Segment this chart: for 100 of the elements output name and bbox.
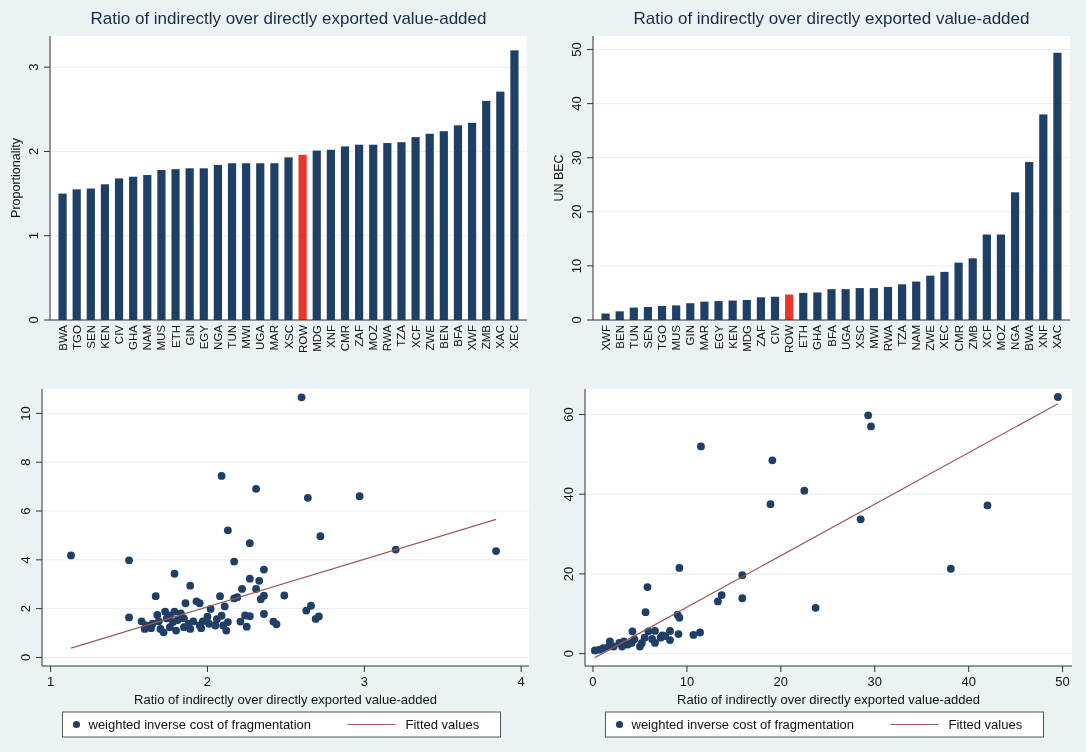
- x-tick-label: XSC: [853, 325, 866, 349]
- x-axis-title: Ratio of indirectly over directly exported value-added: [134, 692, 437, 707]
- x-tick-label: CIV: [769, 324, 782, 345]
- x-tick-label: MWI: [240, 325, 253, 349]
- x-tick-label: 50: [1055, 674, 1070, 689]
- x-tick-label: CIV: [113, 324, 126, 345]
- y-tick-label: 40: [561, 486, 576, 502]
- x-tick-label: MUS: [155, 324, 168, 351]
- x-tick-label: BEN: [437, 325, 450, 349]
- x-tick-label: ZAF: [353, 325, 366, 347]
- x-tick-label: TGO: [656, 324, 669, 350]
- y-axis-title: UN BEC: [552, 154, 566, 202]
- x-tick-label: MUS: [670, 324, 683, 351]
- y-tick-label: 10: [569, 258, 584, 274]
- legend-label: Fitted values: [948, 717, 1023, 733]
- x-tick-label: MAR: [268, 325, 281, 351]
- y-tick-label: 0: [26, 316, 41, 324]
- x-tick-label: MOZ: [994, 325, 1007, 351]
- x-tick-label: CMR: [952, 325, 965, 352]
- x-tick-label: ZMB: [966, 324, 979, 350]
- x-tick-label: MOZ: [367, 325, 380, 351]
- y-tick-label: 50: [569, 42, 584, 57]
- x-tick-label: 40: [961, 674, 976, 689]
- legend-label: weighted inverse cost of fragmentation: [87, 717, 312, 733]
- x-tick-label: BEN: [613, 325, 626, 349]
- x-tick-label: 2: [203, 674, 212, 689]
- x-tick-label: ETH: [797, 325, 810, 348]
- x-tick-label: GIN: [183, 325, 196, 346]
- x-tick-label: UGA: [839, 324, 852, 350]
- y-tick-label: 20: [561, 566, 576, 582]
- x-tick-label: ROW: [296, 324, 309, 354]
- x-tick-label: 3: [360, 674, 368, 689]
- x-tick-label: RWA: [381, 324, 394, 352]
- x-tick-label: 0: [589, 674, 597, 689]
- x-tick-label: MDG: [310, 324, 323, 352]
- x-tick-label: CMR: [339, 325, 352, 352]
- x-tick-label: RWA: [882, 324, 895, 352]
- y-tick-label: 0: [18, 653, 33, 662]
- x-tick-label: TGO: [70, 324, 83, 350]
- y-tick-label: 4: [18, 556, 33, 564]
- x-tick-label: XAC: [1051, 325, 1064, 349]
- legend-label: Fitted values: [405, 717, 480, 733]
- x-tick-label: KEN: [726, 325, 739, 349]
- x-tick-label: GHA: [811, 324, 824, 350]
- x-tick-label: SEN: [84, 325, 97, 349]
- x-tick-label: 20: [773, 674, 789, 689]
- x-tick-label: NGA: [211, 324, 224, 350]
- x-tick-label: ZAF: [754, 325, 767, 347]
- x-tick-label: 10: [679, 674, 695, 689]
- x-tick-label: TZA: [395, 324, 408, 347]
- x-tick-label: EGY: [712, 324, 725, 350]
- x-tick-label: BFA: [825, 324, 838, 347]
- y-tick-label: 10: [18, 406, 33, 421]
- legend-label: weighted inverse cost of fragmentation: [630, 717, 855, 733]
- x-tick-label: XWF: [599, 325, 612, 351]
- x-tick-label: ZWE: [423, 324, 436, 351]
- x-tick-label: XWF: [466, 325, 479, 351]
- x-tick-label: BFA: [451, 324, 464, 347]
- x-tick-label: NAM: [910, 325, 923, 351]
- y-tick-label: 6: [18, 507, 33, 515]
- y-tick-label: 2: [18, 605, 33, 613]
- x-tick-label: TUN: [627, 325, 640, 349]
- x-tick-label: XSC: [282, 325, 295, 349]
- x-tick-label: ZWE: [924, 324, 937, 351]
- x-tick-label: GHA: [127, 324, 140, 350]
- x-axis-title: Ratio of indirectly over directly exported value-added: [677, 692, 980, 707]
- x-tick-label: KEN: [98, 325, 111, 349]
- x-tick-label: XCF: [409, 325, 422, 348]
- y-tick-label: 20: [569, 204, 584, 220]
- y-tick-label: 0: [561, 650, 576, 658]
- x-tick-label: BWA: [56, 324, 69, 351]
- x-tick-label: SEN: [641, 325, 654, 349]
- x-tick-label: XCF: [980, 325, 993, 348]
- x-tick-label: XEC: [508, 325, 521, 349]
- y-tick-label: 0: [569, 316, 584, 324]
- y-axis-title: Proportionality: [9, 137, 23, 218]
- x-tick-label: EGY: [197, 324, 210, 350]
- x-tick-label: BWA: [1023, 324, 1036, 351]
- x-tick-label: XNF: [324, 325, 337, 348]
- x-tick-label: XEC: [938, 325, 951, 349]
- x-tick-label: MWI: [867, 325, 880, 349]
- x-tick-label: TUN: [226, 325, 239, 349]
- x-tick-label: GIN: [684, 325, 697, 346]
- y-tick-label: 1: [26, 232, 41, 240]
- x-tick-label: XAC: [494, 325, 507, 349]
- x-tick-label: NGA: [1009, 324, 1022, 350]
- x-tick-label: 1: [47, 674, 55, 689]
- y-tick-label: 3: [26, 63, 41, 71]
- x-tick-label: ETH: [169, 325, 182, 348]
- y-tick-label: 2: [26, 147, 41, 156]
- y-tick-label: 60: [561, 407, 576, 422]
- x-tick-label: 4: [517, 674, 525, 689]
- x-tick-label: MDG: [740, 324, 753, 352]
- y-tick-label: 30: [569, 150, 584, 165]
- x-tick-label: TZA: [896, 324, 909, 347]
- x-tick-label: UGA: [254, 324, 267, 350]
- x-tick-label: 30: [867, 674, 882, 689]
- x-tick-label: XNF: [1037, 325, 1050, 348]
- x-tick-label: NAM: [141, 325, 154, 351]
- chart-title: Ratio of indirectly over directly exported value-added: [633, 9, 1030, 28]
